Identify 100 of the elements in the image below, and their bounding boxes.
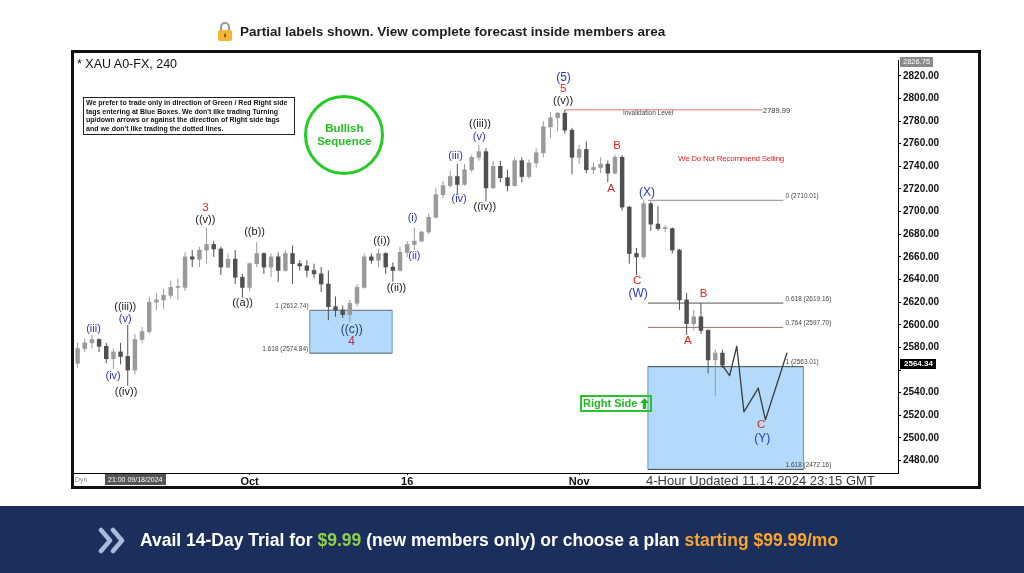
candlestick xyxy=(433,187,439,219)
candlestick xyxy=(197,246,202,268)
candlestick xyxy=(555,111,560,132)
annotation: ((i)) xyxy=(373,233,391,246)
annotation: (iv) xyxy=(105,368,121,381)
annotation: 3 xyxy=(202,201,209,214)
annotation: (i) xyxy=(407,210,418,223)
annotation: B xyxy=(699,286,708,300)
annotation: 4-Hour Updated 11.14.2024 23:15 GMT xyxy=(646,472,875,488)
candlestick xyxy=(175,277,181,301)
candlestick xyxy=(426,213,431,235)
candlestick xyxy=(519,156,525,183)
candlestick xyxy=(161,288,166,310)
annotation: ((iv)) xyxy=(473,199,497,212)
candlestick xyxy=(548,111,553,139)
annotation: ((c)) xyxy=(340,321,363,336)
candlestick xyxy=(533,147,539,168)
annotation: (iv) xyxy=(451,192,467,205)
text: (new members only) or choose a plan xyxy=(366,530,680,551)
y-tick-label: 2600.00 xyxy=(903,318,940,330)
annotation: Bullish Sequence xyxy=(316,122,373,149)
y-tick-label: 2760.00 xyxy=(903,137,940,149)
annotation: 5 xyxy=(560,81,567,94)
candlestick xyxy=(240,273,245,299)
y-tick-label: 2580.00 xyxy=(903,341,940,353)
y-tick-label: 2820.00 xyxy=(903,69,940,81)
text: Avail 14-Day Trial for xyxy=(140,530,313,551)
candlestick xyxy=(168,280,173,300)
y-tick-label: 2500.00 xyxy=(903,431,940,443)
text: Partial labels shown. View complete forecast inside members area xyxy=(240,23,666,39)
text: $9.99 xyxy=(317,530,362,551)
annotation: C xyxy=(633,274,642,287)
candlestick xyxy=(670,226,675,254)
candlestick xyxy=(354,283,360,308)
y-tick-label: 2620.00 xyxy=(903,295,940,307)
annotation: ((v)) xyxy=(553,93,574,106)
annotation: ((a)) xyxy=(232,296,253,308)
y-tick-label: 2780.00 xyxy=(903,114,940,126)
chart-title: * XAU A0-FX, 240 xyxy=(77,56,178,71)
annotation: ((iii)) xyxy=(114,299,137,312)
candlestick xyxy=(111,348,116,370)
candlestick xyxy=(576,144,582,165)
annotation: (X) xyxy=(639,185,655,199)
annotation: ((ii)) xyxy=(386,280,407,293)
candlestick xyxy=(412,226,417,251)
y-tick-label: 2680.00 xyxy=(903,228,940,239)
candlestick xyxy=(584,140,589,174)
candlestick xyxy=(104,342,109,364)
annotation: (iii) xyxy=(448,148,463,161)
annotation: (Y) xyxy=(754,431,771,445)
annotation: A xyxy=(684,334,692,347)
annotation: (v) xyxy=(118,311,132,324)
y-tick-label: 2700.00 xyxy=(903,205,940,217)
annotation: (W) xyxy=(628,286,648,300)
y-tick-label: 2740.00 xyxy=(903,160,940,172)
annotation: (ii) xyxy=(408,248,421,261)
candlestick xyxy=(505,169,510,192)
annotation: ((b)) xyxy=(244,224,265,237)
y-tick-label: 2520.00 xyxy=(903,409,940,421)
candlestick xyxy=(455,163,460,196)
y-tick-label: 2540.00 xyxy=(903,386,940,398)
candlestick xyxy=(204,226,209,265)
annotation: C xyxy=(757,418,766,431)
text: starting $99.99/mo xyxy=(684,530,839,551)
candlestick xyxy=(232,249,238,285)
candlestick xyxy=(118,342,123,365)
x-tick-label: 16 xyxy=(401,474,414,487)
candlestick xyxy=(376,248,381,268)
candlestick xyxy=(283,249,288,273)
annotation: A xyxy=(607,181,615,195)
candlestick xyxy=(326,269,331,321)
candlestick xyxy=(333,295,338,318)
y-tick-label: 2660.00 xyxy=(903,250,940,262)
annotation: (5) xyxy=(556,69,571,84)
candlestick xyxy=(290,245,295,285)
x-tick-label: Nov xyxy=(568,474,591,487)
annotation: (iii) xyxy=(86,321,101,334)
candlestick xyxy=(634,247,639,276)
annotation: ((v)) xyxy=(195,213,216,225)
y-tick-label: 2640.00 xyxy=(903,273,940,285)
candlestick xyxy=(713,349,718,397)
annotation: 4 xyxy=(348,334,355,348)
text: 2564.34 xyxy=(900,359,936,370)
annotation: Right Side xyxy=(583,396,638,409)
candlestick xyxy=(397,246,403,273)
annotation: ((iii)) xyxy=(469,116,491,129)
candlestick xyxy=(662,224,668,233)
candlestick xyxy=(254,241,259,268)
y-tick-label: 2720.00 xyxy=(903,182,940,194)
candlestick xyxy=(462,163,467,187)
y-tick-label: 2480.00 xyxy=(903,454,940,466)
annotation: We Do Not Recommend Selling xyxy=(678,153,785,163)
x-tick-label: Oct xyxy=(240,474,260,487)
annotation: (v) xyxy=(472,129,486,142)
candlestick xyxy=(75,342,80,369)
candlestick xyxy=(383,251,388,275)
y-tick-label: 2800.00 xyxy=(903,92,940,104)
candlestick xyxy=(498,160,503,183)
annotation: ((iv)) xyxy=(114,384,138,397)
candlestick xyxy=(347,299,353,324)
